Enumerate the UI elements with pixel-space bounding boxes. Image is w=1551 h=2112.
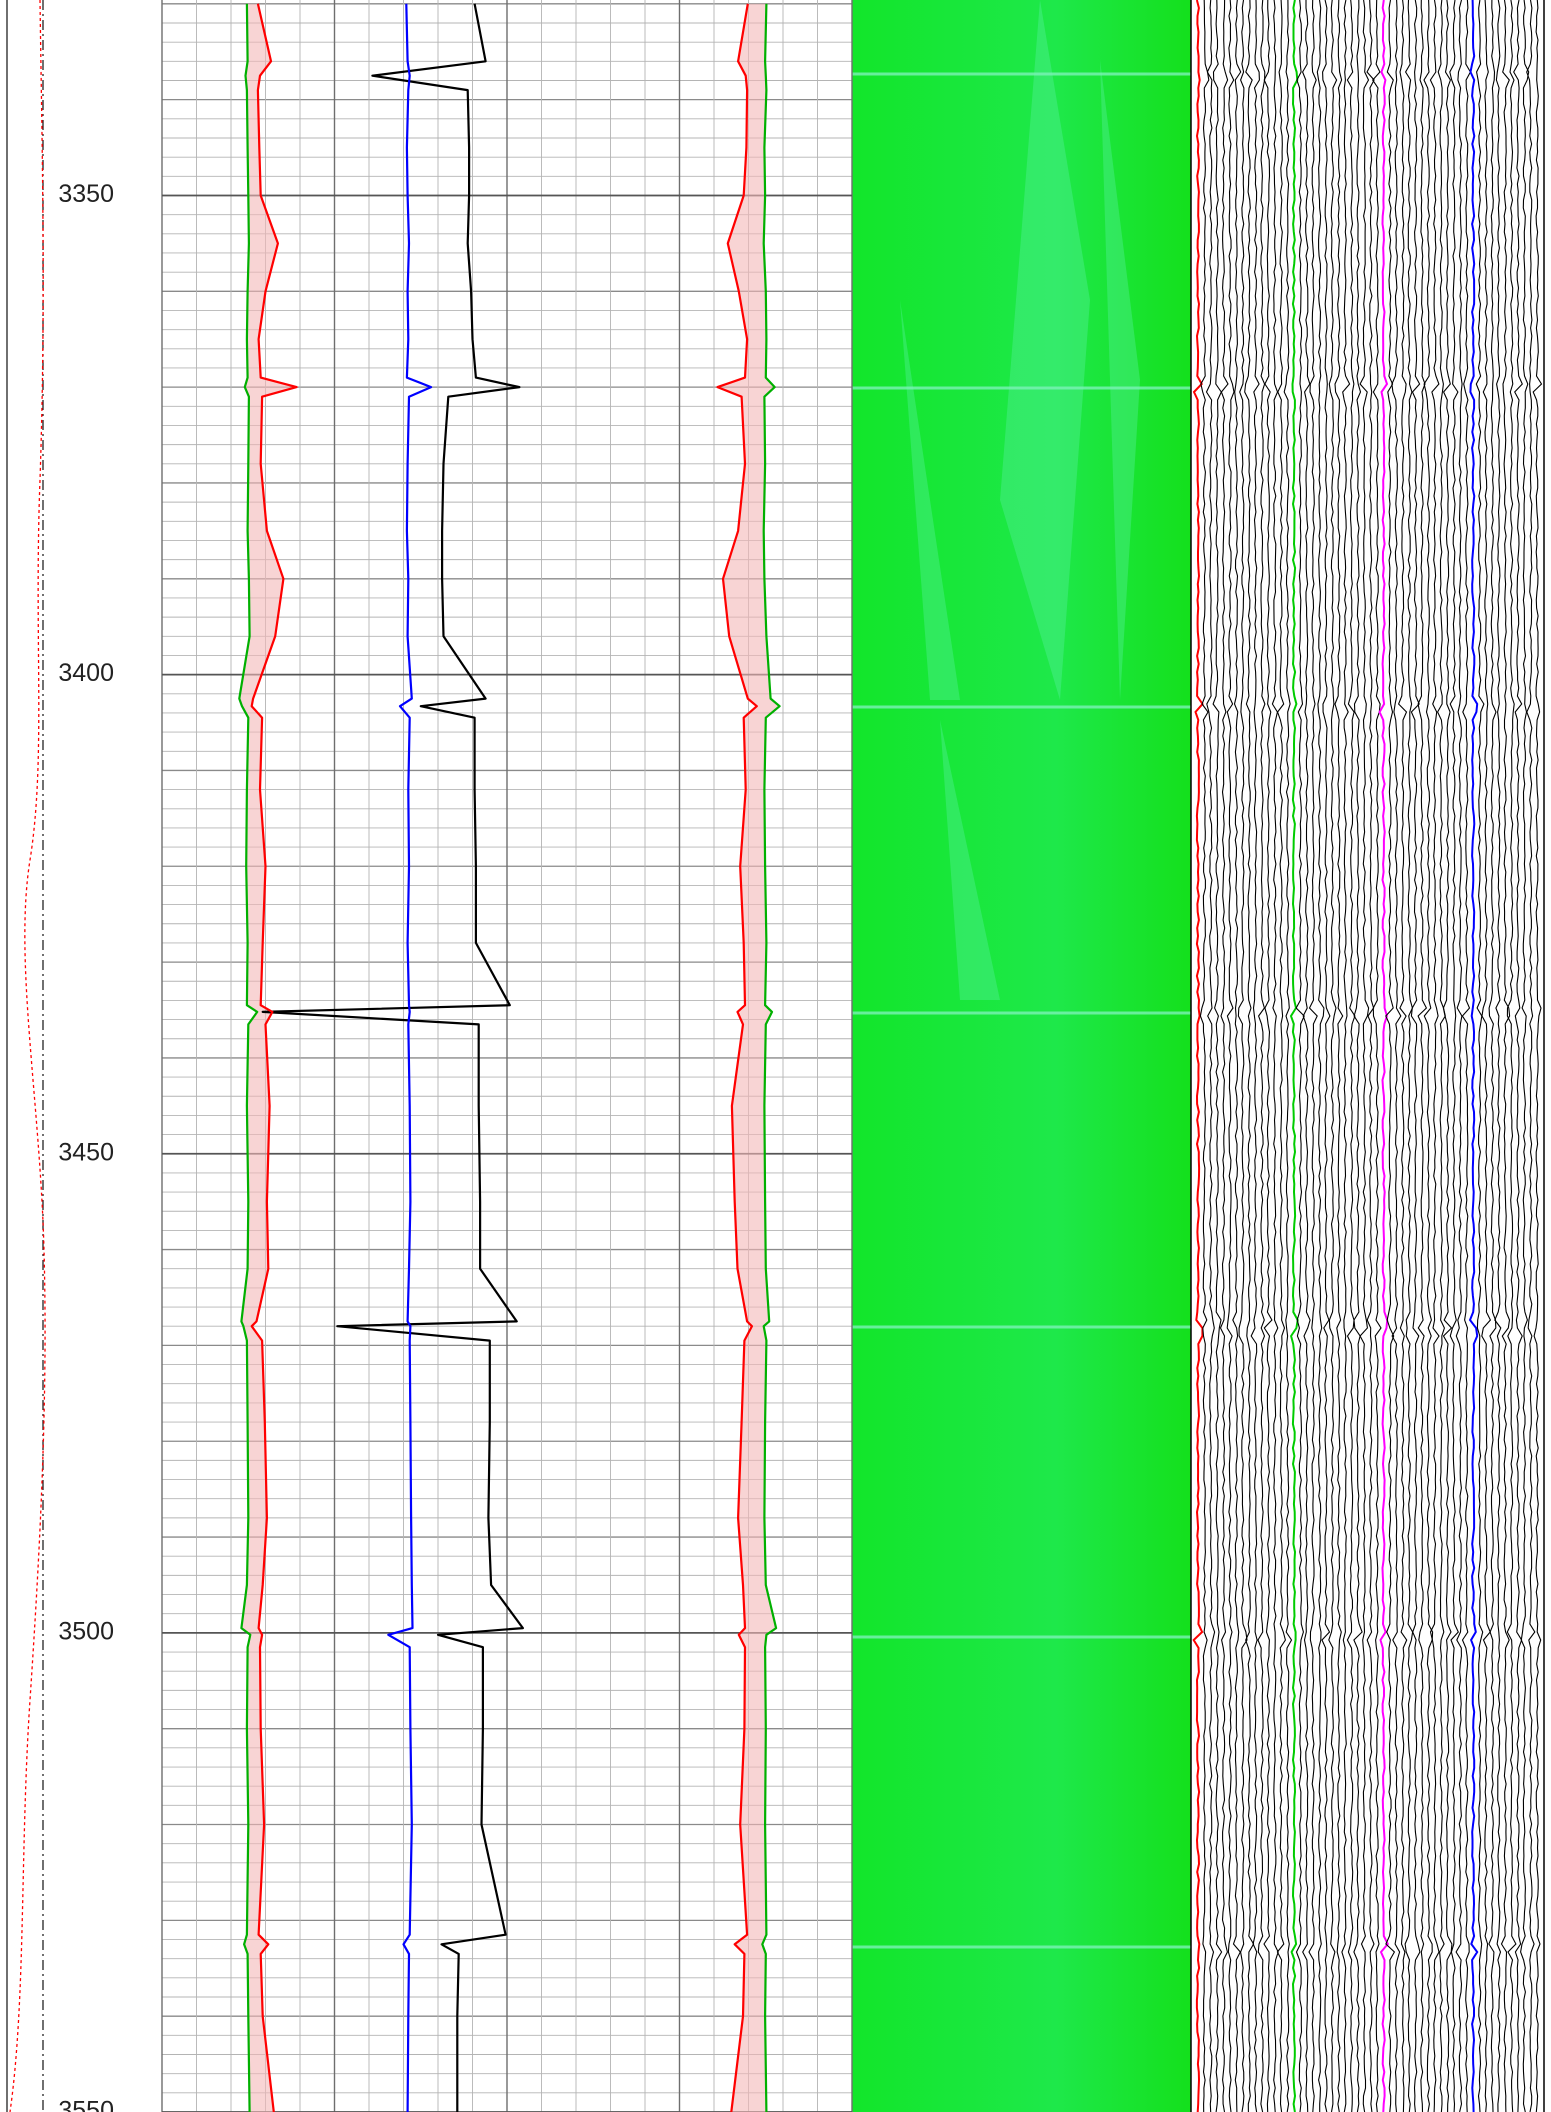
waveform-trace [1316,0,1325,2112]
depth-label: 3500 [58,1617,114,1645]
log-curve [716,3,758,2112]
waveform-trace [1359,0,1370,2112]
waveform-trace [1461,0,1472,2112]
waveform-trace [1442,0,1453,2112]
waveform-trace [1429,0,1440,2112]
waveform-trace [1283,0,1293,2112]
depth-label: 3400 [58,659,114,687]
log-curve [261,3,524,2112]
waveform-trace [1232,0,1242,2112]
depth-label: 3550 [58,2097,114,2112]
waveform-trace [1397,0,1408,2112]
waveform-trace [1244,0,1255,2112]
waveform-trace [1237,0,1248,2112]
waveform-trace [1481,0,1492,2112]
image-texture [900,0,1140,1000]
waveform-trace [1219,0,1229,2112]
curve-shading [717,3,780,2112]
image-track [852,0,1191,2112]
waveform-trace [1455,0,1463,2112]
waveform-trace [1257,0,1266,2112]
waveform-trace [1212,0,1223,2112]
log-curve [238,3,259,2112]
waveform-trace [1494,0,1502,2112]
curve-shading [239,3,297,2112]
waveform-trace [1295,0,1305,2112]
waveform-trace [1372,0,1382,2112]
waveform-trace [1391,0,1402,2112]
waveform-trace [1417,0,1428,2112]
waveform-trace [1475,0,1485,2112]
waveform-track [1192,0,1543,2112]
image-bedding [852,72,1191,1949]
log-curve [250,3,298,2112]
waveform-trace [1378,0,1389,2112]
waveform-trace [1199,0,1210,2112]
log-curve [387,3,433,2112]
waveform-trace [1346,0,1356,2112]
waveform-trace [1289,0,1299,2112]
waveform-trace [1271,0,1279,2112]
waveform-trace [1436,0,1446,2112]
waveform-trace [1250,0,1260,2112]
waveform-trace [1263,0,1273,2112]
waveform-trace [1353,0,1363,2112]
depth-label: 3450 [58,1138,114,1166]
waveform-trace [1404,0,1414,2112]
waveform-trace [1385,0,1396,2112]
waveform-trace [1276,0,1286,2112]
waveform-trace [1321,0,1331,2112]
waveform-trace [1526,0,1536,2112]
grid [161,0,853,2112]
depth-label: 3350 [58,180,114,208]
waveform-trace [1513,0,1523,2112]
waveform-trace [1410,0,1421,2112]
waveform-trace [1506,0,1517,2112]
waveform-trace [1226,0,1235,2112]
waveform-trace [1449,0,1459,2112]
log-curve [761,3,781,2112]
waveform-trace [1520,0,1530,2112]
curves [238,3,781,2112]
waveform-trace [1500,0,1511,2112]
waveform-trace [1423,0,1434,2112]
waveform-trace [1366,0,1375,2112]
waveform-trace [1205,0,1216,2112]
waveform-trace [1328,0,1338,2112]
waveform-trace [1341,0,1351,2112]
waveform-trace [1301,0,1311,2112]
waveform-trace [1532,0,1543,2112]
waveform-trace [1308,0,1318,2112]
waveform-trace [1334,0,1344,2112]
waveform-trace [1192,0,1204,2112]
waveform-trace [1488,0,1497,2112]
waveform-trace [1468,0,1479,2112]
